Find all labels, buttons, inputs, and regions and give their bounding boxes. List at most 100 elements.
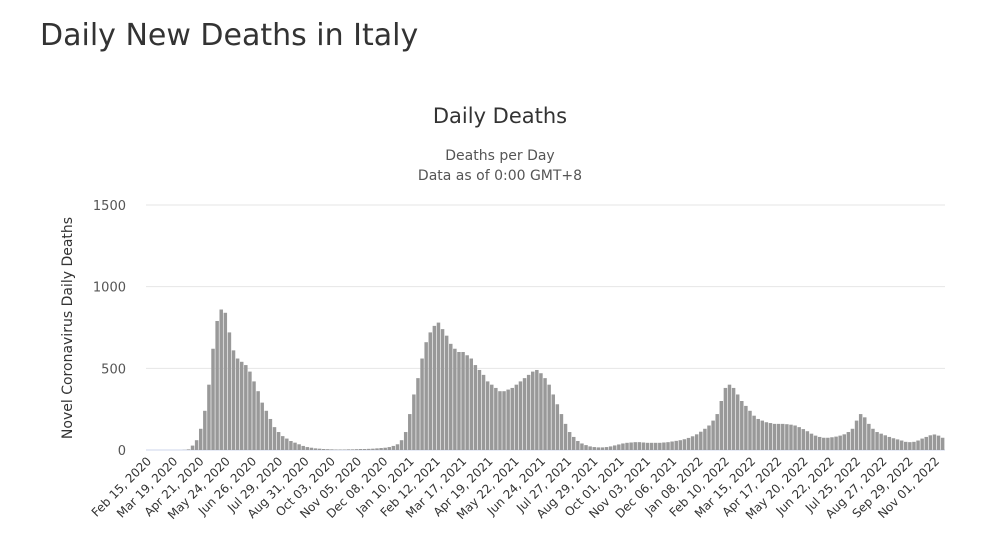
bar (506, 389, 510, 450)
bar (531, 371, 535, 450)
bar (526, 374, 531, 450)
bar (555, 404, 560, 450)
bar (604, 447, 609, 450)
bar (457, 352, 461, 450)
bar (592, 447, 596, 450)
bar (813, 435, 818, 450)
bar (678, 440, 683, 450)
bar (563, 423, 568, 450)
bar (789, 424, 793, 450)
bar (252, 381, 256, 450)
bar (305, 447, 310, 450)
y-axis-label: Novel Coronavirus Daily Deaths (60, 217, 76, 439)
bar (449, 343, 453, 450)
bar (621, 443, 625, 450)
bar (358, 449, 363, 450)
bar (198, 428, 203, 450)
bar (399, 440, 404, 450)
bar (481, 374, 486, 450)
bar (412, 394, 416, 450)
bar (420, 358, 424, 450)
bar (908, 442, 912, 450)
chart-subtitle-line-1: Deaths per Day (445, 148, 554, 164)
bar (190, 445, 195, 450)
bar (387, 447, 392, 450)
bar (883, 435, 887, 450)
bar (207, 384, 211, 450)
bar (645, 442, 650, 450)
bar (670, 441, 674, 450)
bar (842, 434, 847, 450)
bar (321, 449, 326, 450)
bar (391, 445, 396, 450)
bar (211, 348, 215, 450)
bar (612, 445, 617, 450)
bar (576, 441, 580, 450)
bar (580, 443, 584, 450)
bar (502, 391, 506, 450)
bar (543, 378, 547, 450)
bar (428, 332, 433, 450)
bar (379, 448, 383, 450)
bar (186, 449, 191, 450)
bar (203, 410, 207, 450)
bar (916, 440, 920, 450)
bar (633, 442, 637, 450)
bar (313, 448, 318, 450)
page-title: Daily New Deaths in Italy (40, 18, 419, 53)
bar (522, 378, 527, 450)
bar (309, 447, 314, 450)
bar (793, 425, 797, 450)
bar (694, 434, 699, 450)
bar (461, 352, 465, 450)
bar (924, 436, 928, 450)
bar (227, 332, 232, 450)
bar (711, 420, 715, 450)
bar (723, 387, 728, 450)
bar (662, 442, 666, 450)
bar (871, 428, 875, 450)
y-tick-label: 1000 (93, 281, 126, 296)
bar (535, 369, 539, 450)
bar (641, 442, 646, 450)
bar (346, 449, 351, 450)
bar (838, 435, 842, 450)
bar (666, 442, 670, 450)
bar (559, 414, 564, 450)
bar (596, 447, 601, 450)
bar (436, 322, 441, 450)
bar (465, 355, 469, 450)
chart-subtitle-line-2: Data as of 0:00 GMT+8 (418, 168, 582, 184)
bar (629, 442, 633, 450)
bar (608, 446, 613, 450)
bar (297, 444, 301, 450)
bar (477, 369, 482, 450)
bar (649, 442, 654, 450)
bar (846, 432, 851, 450)
bar (285, 438, 289, 450)
bar (444, 335, 449, 450)
bar (752, 415, 756, 450)
bar (887, 436, 892, 450)
bar (264, 410, 269, 450)
bar (588, 446, 592, 450)
bar (547, 384, 551, 450)
bar (567, 432, 572, 450)
y-axis-ticks: 0 500 1000 1500 (93, 199, 126, 459)
bar (326, 449, 330, 450)
bar (719, 401, 724, 450)
bar (490, 384, 494, 450)
bar (256, 391, 260, 450)
bar (408, 414, 412, 450)
bar (776, 423, 781, 450)
bar (785, 424, 789, 450)
bar (354, 449, 359, 450)
bar (932, 434, 937, 450)
bar (735, 394, 740, 450)
bar (403, 432, 408, 450)
bar (514, 384, 519, 450)
bar (879, 433, 883, 450)
bar (858, 414, 863, 450)
bar (817, 436, 822, 450)
